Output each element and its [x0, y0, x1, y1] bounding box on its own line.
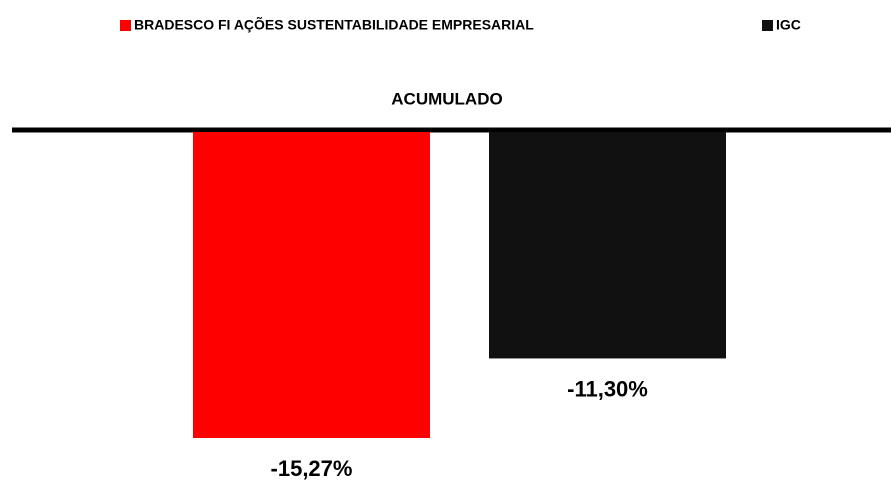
value-label: -11,30% — [567, 376, 648, 401]
bar — [193, 132, 430, 438]
value-label: -15,27% — [271, 456, 353, 481]
bar — [489, 132, 726, 359]
chart-title: ACUMULADO — [391, 89, 502, 108]
legend-label: BRADESCO FI AÇÕES SUSTENTABILIDADE EMPRE… — [134, 16, 534, 33]
legend-marker — [762, 20, 773, 31]
legend-marker — [120, 20, 131, 31]
legend-label: IGC — [776, 17, 801, 33]
